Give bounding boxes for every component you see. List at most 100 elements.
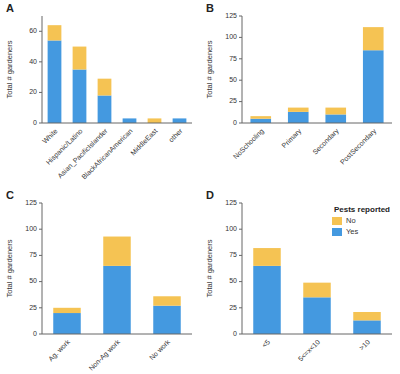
bars [53,237,181,334]
x-tick-label: Non-Ag work [88,338,123,373]
y-tick-label: 0 [233,330,237,337]
y-tick-label: 25 [229,97,237,104]
y-tick [39,31,42,32]
bar-segment [363,50,384,123]
panel-label: D [206,189,214,201]
y-tick-label: 50 [229,76,237,83]
bar-segment [103,266,131,334]
bar-segment [53,308,81,313]
bar-segment [250,119,271,123]
bar-segment [148,118,162,123]
x-axis-line [42,334,192,335]
bar-segment [98,79,112,96]
bar-segment [253,248,281,266]
y-tick [239,58,242,59]
x-tick-label: NoSchooling [232,127,266,161]
x-axis-line [242,123,392,124]
y-tick-label: 20 [29,88,37,95]
y-tick-label: 100 [225,225,237,232]
y-tick [39,334,42,335]
bar-segment [303,283,331,298]
y-tick [39,123,42,124]
y-tick [39,61,42,62]
bar-segment [363,27,384,50]
y-tick [39,281,42,282]
y-tick-label: 0 [33,119,37,126]
y-tick [239,203,242,204]
y-axis-line [42,203,43,334]
x-tick-label: <5 [261,338,272,349]
x-tick-label: >10 [358,338,371,351]
y-axis-line [242,203,243,334]
y-tick-label: 125 [225,199,237,206]
y-tick-label: 40 [29,58,37,65]
y-tick-label: 0 [233,119,237,126]
y-tick [239,307,242,308]
x-tick-label: 5<=x<10 [297,338,321,362]
y-tick [239,281,242,282]
bar-segment [48,25,62,40]
y-tick-label: 75 [229,55,237,62]
bar-segment [123,118,137,123]
x-axis-line [42,123,192,124]
bars [48,25,187,123]
bar-segment [288,112,309,123]
y-tick [239,80,242,81]
x-tick-label: Secondary [311,127,341,157]
bar-segment [325,114,346,123]
y-tick-label: 50 [29,277,37,284]
y-tick-label: 100 [25,225,37,232]
bar-segment [253,266,281,334]
y-tick-label: 25 [29,304,37,311]
panel: 0204060WhiteHispanic/LatinoAsian_Pacific… [5,2,192,181]
bar-segment [48,40,62,123]
figure: 0204060WhiteHispanic/LatinoAsian_Pacific… [0,0,400,374]
bar-segment [325,108,346,115]
y-tick-label: 75 [229,251,237,258]
bars [253,248,381,334]
x-tick-label: White [41,127,59,145]
y-axis-line [42,16,43,123]
panel-label: A [6,2,14,14]
x-tick-label: PostSecondary [339,127,379,167]
y-tick-label: 0 [33,330,37,337]
x-tick-label: Primary [280,127,303,150]
y-tick [39,255,42,256]
y-axis-line [242,16,243,123]
bar-segment [353,320,381,334]
legend-label: Yes [346,227,358,236]
bar-segment [288,108,309,112]
legend-title: Pests reported [334,205,390,214]
bar-segment [250,116,271,119]
y-axis-label: Total # gardeners [205,239,214,297]
y-tick-label: 125 [225,12,237,19]
bar-segment [153,296,181,305]
bar-segment [73,47,87,70]
panel-label: C [6,189,14,201]
bar-segment [73,70,87,124]
legend-label: No [346,216,356,225]
bar-segment [303,297,331,334]
legend: Pests reported No Yes [332,205,390,236]
x-tick-label: No work [148,338,171,361]
panel: 0 25 50 75 100 125 NoSchooling Primary Secondary… [205,2,392,166]
legend-swatch [332,228,342,236]
y-tick-label: 60 [29,27,37,34]
bars [250,27,383,123]
y-axis-label: Total # gardeners [5,239,14,297]
x-tick-label: other [167,127,184,144]
y-tick-label: 100 [225,33,237,40]
bar-segment [153,306,181,334]
y-tick [239,16,242,17]
y-tick [239,101,242,102]
y-axis-label: Total # gardeners [5,40,14,98]
y-tick [239,229,242,230]
bar-segment [173,118,187,119]
bar-segment [173,118,187,123]
y-tick-label: 25 [229,304,237,311]
bar-segment [53,313,81,334]
bar-segment [98,95,112,123]
y-tick-label: 125 [25,199,37,206]
panel-label: B [206,2,214,14]
bar-segment [103,237,131,266]
